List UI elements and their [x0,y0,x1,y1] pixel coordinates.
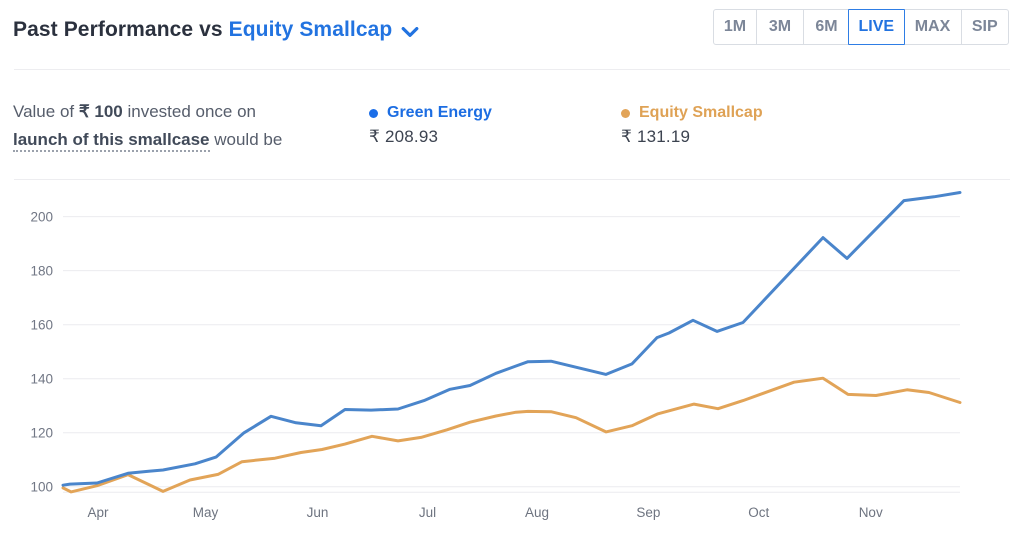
svg-text:Apr: Apr [87,505,109,520]
svg-text:Nov: Nov [859,505,883,520]
svg-text:Jun: Jun [307,505,329,520]
svg-text:May: May [193,505,219,520]
svg-text:Jul: Jul [419,505,436,520]
svg-text:200: 200 [30,209,53,224]
svg-text:100: 100 [30,480,53,495]
svg-text:Oct: Oct [748,505,769,520]
svg-text:180: 180 [30,263,53,278]
svg-text:120: 120 [30,425,53,440]
svg-text:Aug: Aug [525,505,549,520]
svg-text:140: 140 [30,371,53,386]
svg-text:Sep: Sep [636,505,660,520]
svg-text:160: 160 [30,317,53,332]
